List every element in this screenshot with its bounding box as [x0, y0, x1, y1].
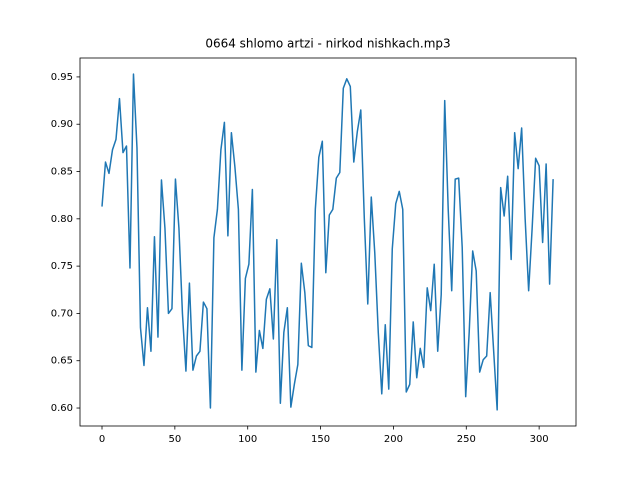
x-tick-label: 300: [530, 434, 549, 445]
x-tick-label: 0: [99, 434, 105, 445]
x-tick-label: 200: [384, 434, 403, 445]
y-tick-label: 0.90: [51, 119, 73, 130]
y-tick-label: 0.65: [51, 356, 73, 367]
y-tick-label: 0.95: [51, 72, 73, 83]
y-tick-label: 0.80: [51, 214, 73, 225]
x-tick-label: 50: [168, 434, 181, 445]
x-tick-label: 250: [457, 434, 476, 445]
plot-frame: [79, 57, 577, 427]
y-tick-label: 0.70: [51, 308, 73, 319]
x-tick-label: 100: [238, 434, 257, 445]
y-tick-label: 0.85: [51, 167, 73, 178]
y-tick-label: 0.60: [51, 403, 73, 414]
x-tick-label: 150: [311, 434, 330, 445]
chart-title: 0664 shlomo artzi - nirkod nishkach.mp3: [205, 37, 450, 51]
data-line: [101, 73, 554, 411]
y-tick-label: 0.75: [51, 261, 73, 272]
